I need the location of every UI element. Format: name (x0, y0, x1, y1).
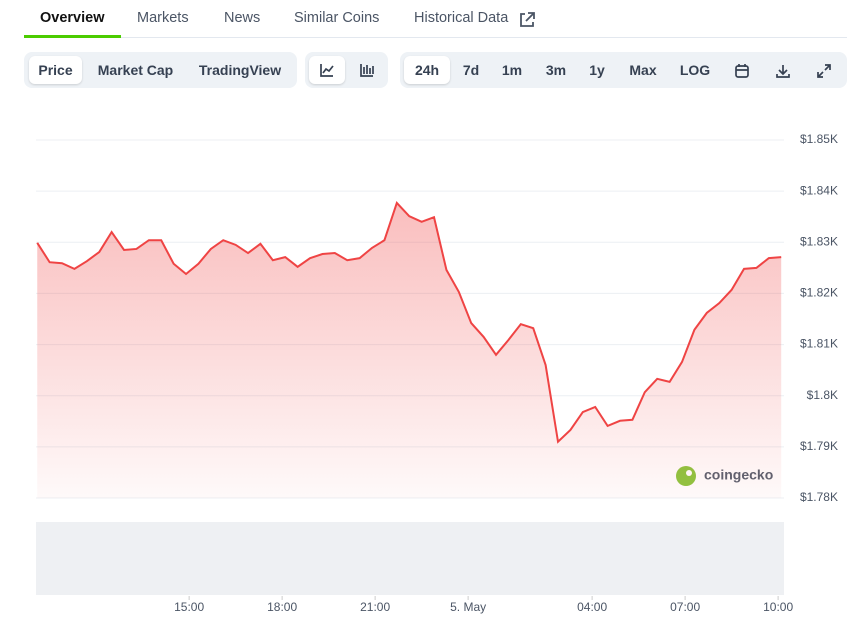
y-tick-label: $1.82K (800, 286, 838, 300)
x-tick-label: 04:00 (577, 600, 607, 614)
download-icon[interactable] (775, 63, 791, 79)
x-tick-label: 18:00 (267, 600, 297, 614)
tab-divider (24, 37, 847, 38)
volume-band (36, 522, 784, 595)
x-tick-label: 21:00 (360, 600, 390, 614)
calendar-icon[interactable] (734, 63, 750, 79)
y-tick-label: $1.81K (800, 337, 838, 351)
y-tick-label: $1.79K (800, 439, 838, 453)
price-area (37, 202, 782, 499)
button[interactable]: TradingView (198, 62, 282, 78)
tab[interactable]: News (224, 10, 261, 26)
chart-style-group (305, 52, 388, 88)
y-tick-label: $1.84K (800, 183, 838, 197)
line-icon (320, 64, 334, 77)
button[interactable]: 1y (589, 62, 605, 78)
button[interactable]: 24h (404, 56, 450, 84)
tab[interactable]: Markets (137, 10, 189, 26)
x-tick-label: 15:00 (174, 600, 204, 614)
tab[interactable]: Overview (40, 10, 105, 26)
y-tick-label: $1.8K (807, 388, 838, 402)
x-tick-label: 5. May (450, 600, 486, 614)
candle-chart-button[interactable] (349, 56, 385, 84)
tab[interactable]: Similar Coins (294, 10, 380, 26)
x-tick-label: 10:00 (763, 600, 793, 614)
tab[interactable]: Historical Data (414, 10, 509, 26)
button[interactable]: Price (29, 56, 82, 84)
expand-icon[interactable] (816, 63, 832, 79)
candle-icon (360, 64, 374, 77)
button[interactable]: 7d (462, 62, 480, 78)
range-group: 24h 7d 1m 3m 1y Max LOG (400, 52, 847, 88)
price-line (36, 200, 782, 444)
button[interactable]: Market Cap (97, 62, 174, 78)
button[interactable]: 1m (501, 62, 523, 78)
tab-underline (24, 35, 121, 38)
y-tick-label: $1.85K (800, 132, 838, 146)
external-link-icon (520, 12, 535, 27)
y-tick-label: $1.78K (800, 490, 838, 504)
chart-type-group: Price Market Cap TradingView (24, 52, 297, 88)
line-chart-button[interactable] (309, 56, 345, 84)
y-tick-label: $1.83K (800, 234, 838, 248)
x-tick-label: 07:00 (670, 600, 700, 614)
button[interactable]: Max (629, 62, 657, 78)
button[interactable]: 3m (545, 62, 567, 78)
button[interactable]: LOG (679, 62, 711, 78)
